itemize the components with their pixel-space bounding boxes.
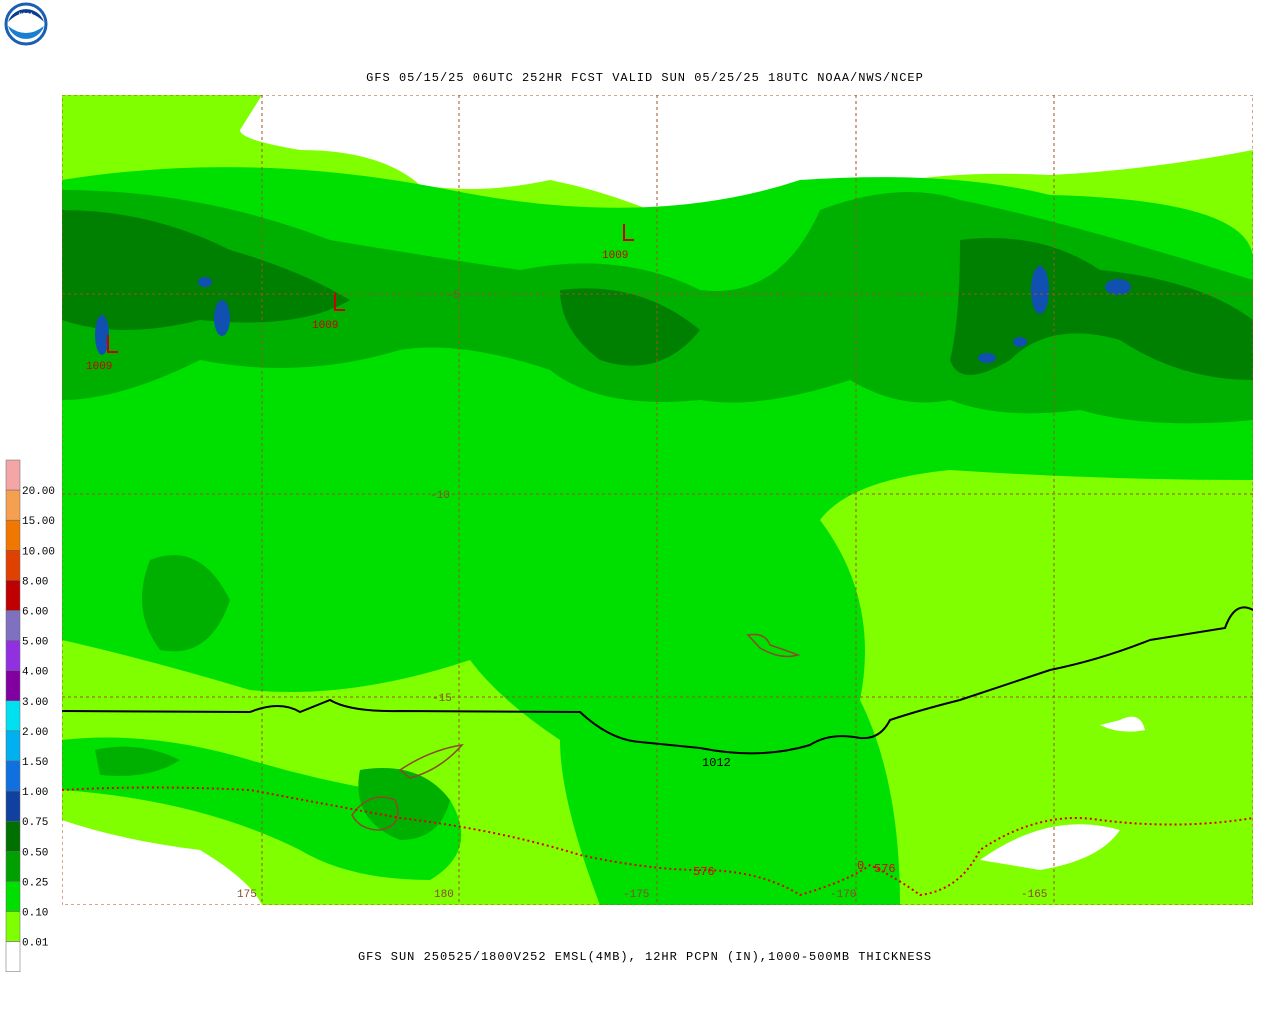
legend-label: 3.00	[22, 697, 48, 709]
legend-label: 0.50	[22, 847, 48, 859]
legend-swatch	[5, 640, 21, 671]
longitude-label: -175	[623, 889, 649, 901]
legend-label: 1.50	[22, 757, 48, 769]
legend-swatch	[5, 700, 21, 732]
latitude-label: -15	[432, 693, 452, 705]
legend-swatch	[5, 459, 21, 491]
legend-label: 2.00	[22, 727, 48, 739]
precip-field	[62, 95, 1253, 905]
thickness-label: 576	[874, 862, 896, 876]
longitude-label: -165	[1021, 889, 1047, 901]
title: GFS 05/15/25 06UTC 252HR FCST VALID SUN …	[366, 71, 924, 85]
logo-text: NOAA	[19, 12, 34, 19]
legend-label: 0.75	[22, 817, 48, 829]
legend-swatch	[5, 881, 21, 912]
legend-swatch	[5, 580, 21, 611]
legend-swatch	[5, 941, 21, 972]
footer: GFS SUN 250525/1800V252 EMSL(4MB), 12HR …	[358, 950, 932, 964]
longitude-label: 180	[434, 889, 454, 901]
latitude-label: -5	[447, 290, 460, 302]
legend: 20.00 15.00 10.00 8.00 6.00 5.00 4.00 3.00 2.00 1…	[5, 459, 55, 972]
longitude-label: -170	[830, 889, 856, 901]
legend-label: 20.00	[22, 486, 55, 498]
legend-swatch	[5, 790, 21, 822]
legend-label: 5.00	[22, 637, 48, 649]
noaa-logo: NOAA	[4, 2, 48, 46]
legend-label: 1.00	[22, 787, 48, 799]
legend-label: 4.00	[22, 667, 48, 679]
legend-label: 0.01	[22, 938, 49, 950]
legend-swatch	[5, 610, 21, 641]
legend-swatch	[5, 489, 21, 521]
low-pressure-label: 1009	[602, 250, 628, 262]
thickness-label: 0	[857, 859, 864, 873]
legend-label: 10.00	[22, 546, 55, 558]
legend-label: 0.10	[22, 908, 48, 920]
legend-swatch	[5, 550, 21, 581]
legend-swatch	[5, 519, 21, 551]
legend-swatch	[5, 911, 21, 942]
legend-swatch	[5, 820, 21, 852]
thickness-label: 576	[693, 865, 715, 879]
legend-swatch	[5, 851, 21, 882]
legend-label: 0.25	[22, 877, 48, 889]
legend-swatch	[5, 670, 21, 702]
isobar-label: 1012	[702, 756, 731, 770]
low-pressure-label: 1009	[86, 361, 112, 373]
legend-label: 8.00	[22, 576, 48, 588]
low-pressure-label: 1009	[312, 320, 338, 332]
longitude-label: 175	[237, 889, 257, 901]
legend-swatch	[5, 730, 21, 762]
legend-swatch	[5, 760, 21, 792]
legend-label: 6.00	[22, 607, 48, 619]
latitude-label: -10	[430, 490, 450, 502]
legend-label: 15.00	[22, 516, 55, 528]
